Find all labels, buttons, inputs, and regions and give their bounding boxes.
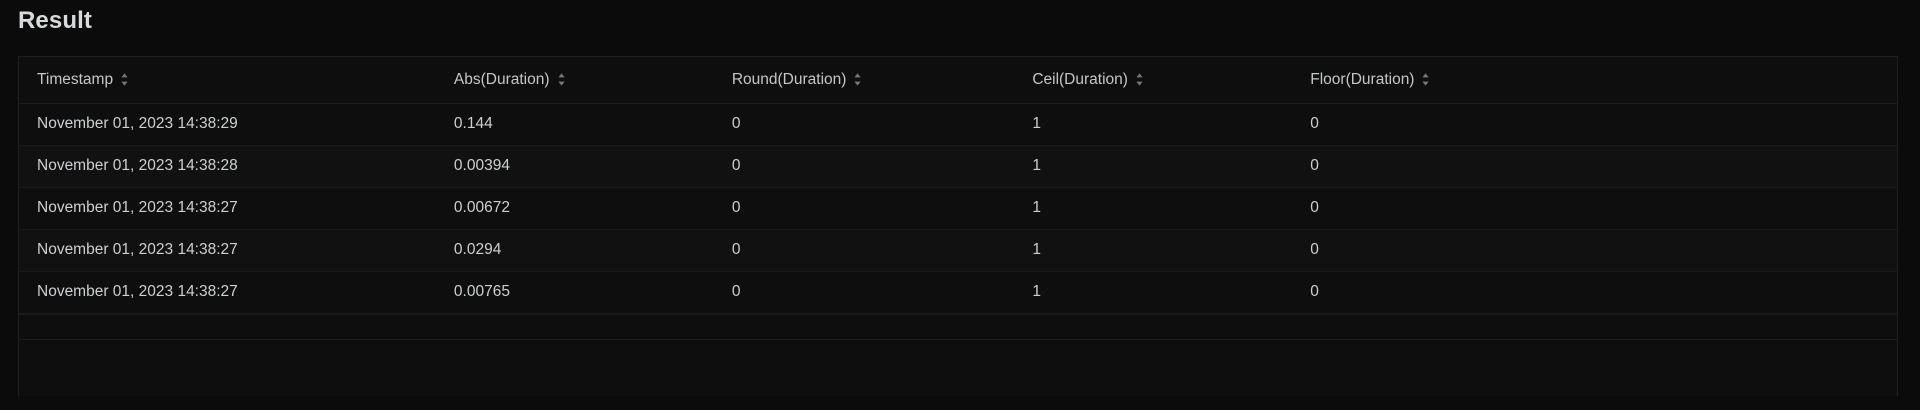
table-row[interactable]: November 01, 2023 14:38:27 0.00765 0 1 0	[19, 271, 1897, 314]
cell-floor-duration: 0	[1292, 103, 1897, 146]
table-footer	[19, 313, 1897, 340]
table-row[interactable]: November 01, 2023 14:38:27 0.0294 0 1 0	[19, 229, 1897, 272]
cell-timestamp: November 01, 2023 14:38:27	[19, 187, 436, 230]
page-title: Result	[18, 7, 92, 34]
table-row[interactable]: November 01, 2023 14:38:28 0.00394 0 1 0	[19, 145, 1897, 188]
result-table-container: Timestamp Abs(Duration)	[18, 56, 1898, 396]
column-header-label: Abs(Duration)	[453, 70, 550, 88]
cell-timestamp: November 01, 2023 14:38:27	[19, 229, 436, 272]
table-row[interactable]: November 01, 2023 14:38:27 0.00672 0 1 0	[19, 187, 1897, 230]
table-body: November 01, 2023 14:38:29 0.144 0 1 0 N…	[19, 103, 1897, 314]
sort-chevrons-icon[interactable]	[853, 72, 862, 87]
sort-chevrons-icon[interactable]	[1135, 72, 1144, 87]
cell-ceil-duration: 1	[1014, 271, 1293, 314]
column-header-label: Round(Duration)	[731, 70, 847, 88]
cell-floor-duration: 0	[1292, 187, 1897, 230]
table-header: Timestamp Abs(Duration)	[19, 57, 1897, 104]
column-header-label: Floor(Duration)	[1310, 70, 1415, 88]
cell-abs-duration: 0.00672	[435, 187, 714, 230]
cell-floor-duration: 0	[1292, 145, 1897, 188]
cell-round-duration: 0	[713, 187, 1015, 230]
sort-chevrons-icon[interactable]	[120, 72, 129, 87]
cell-timestamp: November 01, 2023 14:38:27	[19, 271, 436, 314]
cell-round-duration: 0	[713, 103, 1015, 146]
sort-chevrons-icon[interactable]	[557, 72, 566, 87]
cell-round-duration: 0	[713, 229, 1015, 272]
cell-round-duration: 0	[713, 145, 1015, 188]
cell-timestamp: November 01, 2023 14:38:29	[19, 103, 436, 146]
column-header-ceil-duration[interactable]: Ceil(Duration)	[1014, 57, 1293, 104]
table-header-row: Timestamp Abs(Duration)	[19, 57, 1897, 104]
cell-ceil-duration: 1	[1014, 145, 1293, 188]
cell-abs-duration: 0.144	[435, 103, 714, 146]
column-header-abs-duration[interactable]: Abs(Duration)	[435, 57, 714, 104]
column-header-timestamp[interactable]: Timestamp	[19, 57, 436, 104]
column-header-floor-duration[interactable]: Floor(Duration)	[1292, 57, 1897, 104]
cell-ceil-duration: 1	[1014, 103, 1293, 146]
cell-ceil-duration: 1	[1014, 187, 1293, 230]
table-row[interactable]: November 01, 2023 14:38:29 0.144 0 1 0	[19, 103, 1897, 146]
cell-abs-duration: 0.0294	[435, 229, 714, 272]
result-table: Timestamp Abs(Duration)	[19, 57, 1897, 314]
cell-floor-duration: 0	[1292, 271, 1897, 314]
column-header-label: Timestamp	[37, 70, 114, 88]
cell-timestamp: November 01, 2023 14:38:28	[19, 145, 436, 188]
column-header-round-duration[interactable]: Round(Duration)	[713, 57, 1015, 104]
sort-chevrons-icon[interactable]	[1421, 72, 1430, 87]
cell-ceil-duration: 1	[1014, 229, 1293, 272]
cell-round-duration: 0	[713, 271, 1015, 314]
column-header-label: Ceil(Duration)	[1032, 70, 1128, 88]
cell-abs-duration: 0.00394	[435, 145, 714, 188]
cell-floor-duration: 0	[1292, 229, 1897, 272]
cell-abs-duration: 0.00765	[435, 271, 714, 314]
